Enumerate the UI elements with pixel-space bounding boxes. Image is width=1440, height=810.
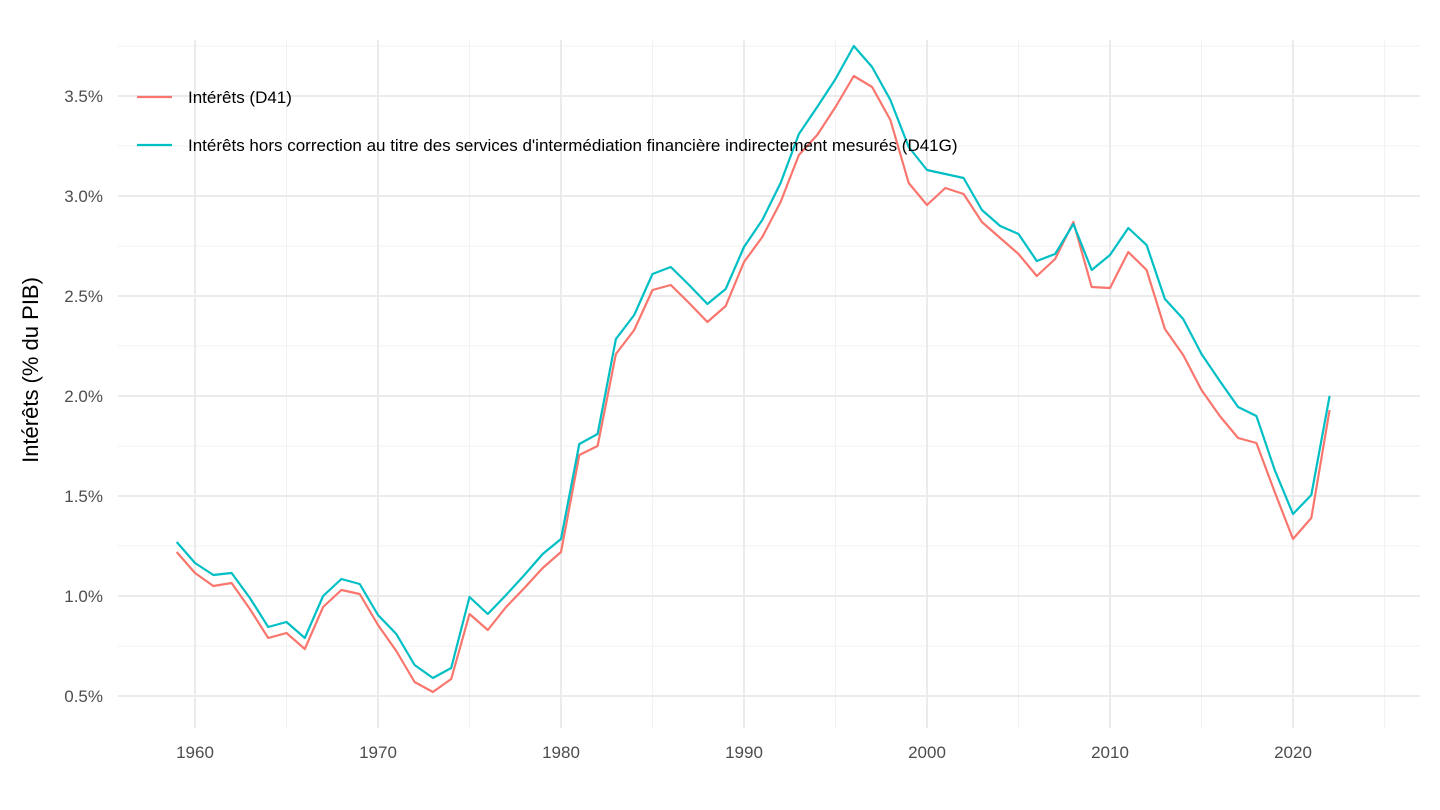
x-tick-label: 1960 [176, 743, 214, 762]
y-tick-label: 2.5% [64, 287, 103, 306]
y-tick-label: 1.5% [64, 487, 103, 506]
x-tick-label: 1980 [542, 743, 580, 762]
x-axis-ticks: 1960 1970 1980 1990 2000 2010 2020 [176, 743, 1312, 762]
x-tick-label: 2020 [1274, 743, 1312, 762]
y-tick-label: 3.5% [64, 87, 103, 106]
legend-label-d41: Intérêts (D41) [188, 88, 292, 107]
series-line-d41g [175, 44, 1331, 680]
legend: Intérêts (D41) Intérêts hors correction … [137, 88, 958, 155]
x-tick-label: 2010 [1091, 743, 1129, 762]
y-tick-label: 1.0% [64, 587, 103, 606]
y-tick-label: 0.5% [64, 687, 103, 706]
legend-label-d41g: Intérêts hors correction au titre des se… [188, 136, 958, 155]
series-lines [175, 44, 1331, 694]
y-tick-label: 3.0% [64, 187, 103, 206]
series-line-d41 [175, 74, 1331, 694]
y-axis-ticks: 0.5% 1.0% 1.5% 2.0% 2.5% 3.0% 3.5% [64, 87, 103, 706]
x-tick-label: 1990 [725, 743, 763, 762]
x-tick-label: 2000 [908, 743, 946, 762]
x-tick-label: 1970 [359, 743, 397, 762]
y-tick-label: 2.0% [64, 387, 103, 406]
y-axis-label: Intérêts (% du PIB) [18, 277, 43, 463]
